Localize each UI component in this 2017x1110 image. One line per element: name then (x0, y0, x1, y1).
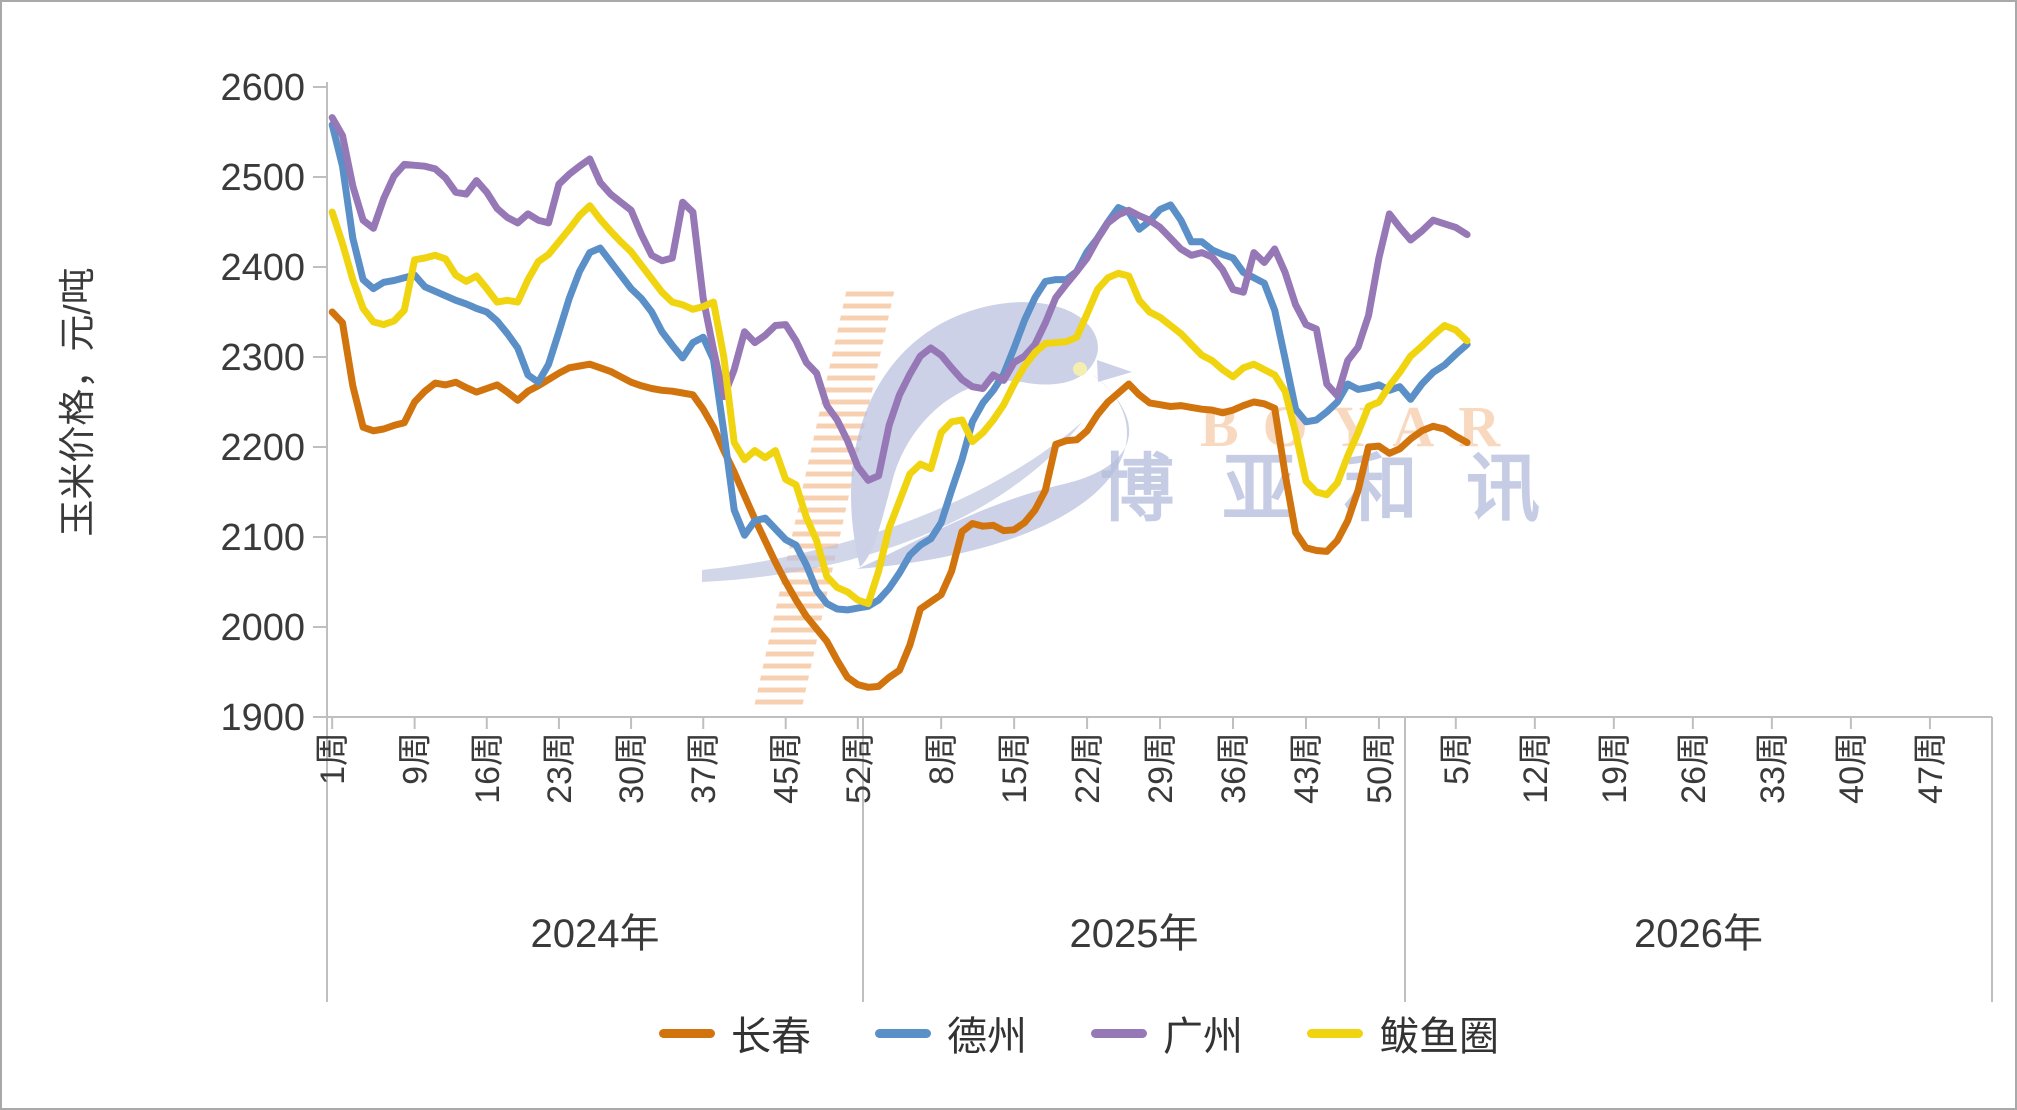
year-label-2025年: 2025年 (1070, 912, 1199, 956)
x-tick-label: 19周 (1596, 732, 1634, 804)
x-tick-label: 9周 (397, 732, 435, 785)
series-layer (328, 114, 1471, 691)
x-tick-label: 50周 (1361, 732, 1399, 804)
x-tick-label: 26周 (1675, 732, 1713, 804)
legend-label-bayuquan: 鲅鱼圈 (1378, 1015, 1499, 1059)
legend-swatch-bayuquan (1306, 1028, 1363, 1038)
legend-item-bayuquan: 鲅鱼圈 (1306, 1004, 1499, 1062)
legend-item-guangzhou: 广州 (1090, 1004, 1243, 1062)
series-line-changchun (328, 308, 1471, 691)
x-tick-label: 36周 (1215, 732, 1253, 804)
legend-swatch-changchun (658, 1028, 715, 1038)
x-tick-label: 16周 (469, 732, 507, 804)
y-tick-label: 2100 (220, 517, 305, 559)
x-tick-label: 45周 (768, 732, 806, 804)
legend-item-changchun: 长春 (658, 1004, 811, 1062)
x-tick-label: 29周 (1142, 732, 1180, 804)
y-tick-label: 2600 (220, 67, 305, 109)
y-tick-label: 2200 (220, 427, 305, 469)
x-tick-label: 1周 (314, 732, 352, 785)
x-tick-label: 52周 (840, 732, 878, 804)
y-axis-title: 玉米价格，元/吨 (57, 267, 98, 536)
legend-item-dezhou: 德州 (874, 1004, 1027, 1062)
year-label-2026年: 2026年 (1634, 912, 1763, 956)
x-tick-label: 15周 (996, 732, 1034, 804)
year-label-2024年: 2024年 (531, 912, 660, 956)
x-tick-label: 47周 (1912, 732, 1950, 804)
x-tick-label: 33周 (1754, 732, 1792, 804)
x-tick-label: 8周 (923, 732, 961, 785)
x-tick-label: 5周 (1438, 732, 1476, 785)
series-line-dezhou (328, 121, 1471, 614)
y-tick-label: 2500 (220, 157, 305, 199)
legend-swatch-guangzhou (1090, 1028, 1147, 1038)
series-line-bayuquan (328, 202, 1471, 608)
y-tick-label: 1900 (220, 697, 305, 739)
chart-legend: 长春 德州 广州 鲅鱼圈 (658, 1004, 1499, 1062)
x-tick-label: 30周 (613, 732, 651, 804)
y-tick-label: 2000 (220, 607, 305, 649)
x-tick-label: 37周 (685, 732, 723, 804)
series-line-guangzhou (328, 114, 1471, 484)
boyar-stripe-band-icon (754, 288, 895, 707)
x-tick-label: 12周 (1517, 732, 1555, 804)
y-tick-label: 2300 (220, 337, 305, 379)
legend-swatch-dezhou (874, 1028, 931, 1038)
x-tick-label: 23周 (541, 732, 579, 804)
legend-label-dezhou: 德州 (946, 1015, 1027, 1059)
x-tick-label: 40周 (1833, 732, 1871, 804)
watermark-cjk-text: 博亚和讯 (1100, 447, 1588, 530)
x-tick-label: 22周 (1069, 732, 1107, 804)
x-tick-label: 43周 (1288, 732, 1326, 804)
axes-layer (313, 82, 1993, 1002)
y-tick-label: 2400 (220, 247, 305, 289)
legend-label-changchun: 长春 (730, 1015, 811, 1059)
legend-label-guangzhou: 广州 (1162, 1015, 1243, 1059)
